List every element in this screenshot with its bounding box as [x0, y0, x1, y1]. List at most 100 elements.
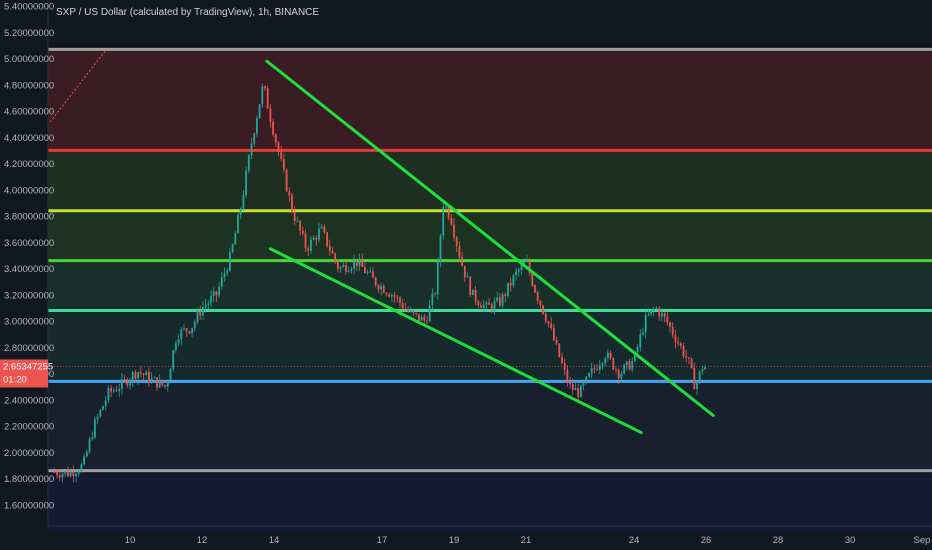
price-tick-label: 4.80000000 [4, 80, 54, 91]
candle-body [172, 350, 175, 370]
candle-body [639, 334, 642, 348]
time-tick-label: Sep [914, 535, 931, 546]
candle-body [58, 475, 61, 478]
candle-body [593, 368, 596, 369]
candle-body [542, 305, 544, 314]
candle-body [590, 368, 593, 374]
candle-body [658, 308, 661, 317]
candle-body [674, 334, 677, 343]
candle-body [453, 224, 455, 238]
candle-body [218, 286, 220, 296]
candle-body [156, 377, 158, 388]
candle-body [75, 473, 77, 477]
zone-band-0 [48, 49, 932, 151]
candle-body [407, 308, 409, 312]
candle-body [693, 367, 696, 390]
candle-body [150, 378, 153, 383]
candle-body [250, 143, 253, 156]
candle-body [264, 86, 266, 89]
candle-body [212, 291, 215, 297]
candle-body [415, 312, 418, 314]
candle-body [523, 261, 526, 265]
candle-body [636, 347, 639, 353]
candle-body [283, 158, 285, 170]
candle-body [102, 406, 104, 410]
candle-body [382, 285, 385, 294]
candle-body [342, 264, 345, 268]
candle-body [423, 316, 426, 321]
candle-body [623, 364, 625, 374]
candle-body [372, 271, 374, 278]
candle-body [501, 294, 504, 306]
price-tag-countdown: 01:20 [3, 374, 27, 385]
time-axis[interactable]: 10 12 14 17 19 21 24 26 28 30 Sep [125, 535, 931, 546]
candle-body [666, 316, 669, 323]
candle-body [131, 372, 134, 381]
candle-body [296, 220, 299, 222]
time-tick-label: 10 [125, 535, 136, 546]
candle-body [196, 311, 199, 322]
candle-body [374, 277, 377, 286]
candle-body [515, 271, 517, 276]
candle-body [99, 409, 102, 417]
dotted-projection-line [49, 49, 107, 123]
price-tick-label: 3.00000000 [4, 317, 54, 328]
candle-body [401, 303, 404, 309]
candle-body [231, 244, 234, 253]
zone-band-1 [48, 150, 932, 211]
candle-body [566, 369, 569, 383]
candle-body [512, 275, 515, 286]
candle-body [310, 239, 312, 251]
candle-body [555, 340, 558, 344]
price-tick-label: 4.60000000 [4, 107, 54, 118]
candle-body [571, 384, 574, 391]
candle-body [563, 363, 566, 370]
candle-body [434, 293, 436, 295]
candle-body [598, 365, 601, 370]
candle-body [72, 471, 75, 477]
candle-body [679, 343, 682, 346]
candle-body [175, 343, 177, 351]
price-tick-label: 4.20000000 [4, 159, 54, 170]
candle-body [180, 329, 183, 340]
candle-body [547, 321, 550, 324]
candle-body [526, 261, 528, 263]
candle-body [134, 372, 137, 379]
candle-body [239, 208, 242, 215]
time-tick-label: 30 [845, 535, 856, 546]
candle-body [601, 363, 604, 366]
candle-body [67, 471, 69, 477]
candle-body [493, 301, 496, 310]
candle-body [698, 371, 701, 383]
candles-layer [53, 83, 706, 483]
candle-body [77, 471, 80, 474]
candle-body [582, 383, 585, 386]
candle-body [361, 259, 364, 268]
candle-body [137, 372, 139, 379]
candle-body [326, 232, 328, 246]
time-tick-label: 14 [269, 535, 280, 546]
candle-body [334, 253, 337, 262]
candle-body [631, 361, 634, 370]
candle-body [288, 191, 291, 196]
candle-body [682, 345, 685, 357]
price-tick-label: 5.40000000 [4, 2, 54, 13]
candle-body [380, 285, 382, 290]
candle-body [399, 297, 401, 304]
candle-body [299, 220, 301, 231]
time-tick-label: 21 [521, 535, 532, 546]
trendline-1[interactable] [268, 247, 643, 435]
trendlines-layer[interactable] [265, 59, 715, 435]
candle-body [431, 293, 434, 305]
candle-body [615, 369, 617, 371]
candle-body [488, 302, 490, 305]
candle-body [280, 152, 283, 159]
candle-body [507, 282, 509, 297]
trendline-0[interactable] [265, 59, 715, 417]
candle-body [588, 373, 590, 377]
candle-body [129, 380, 131, 386]
time-tick-label: 28 [773, 535, 784, 546]
candle-body [490, 304, 493, 310]
candle-body [364, 267, 366, 274]
